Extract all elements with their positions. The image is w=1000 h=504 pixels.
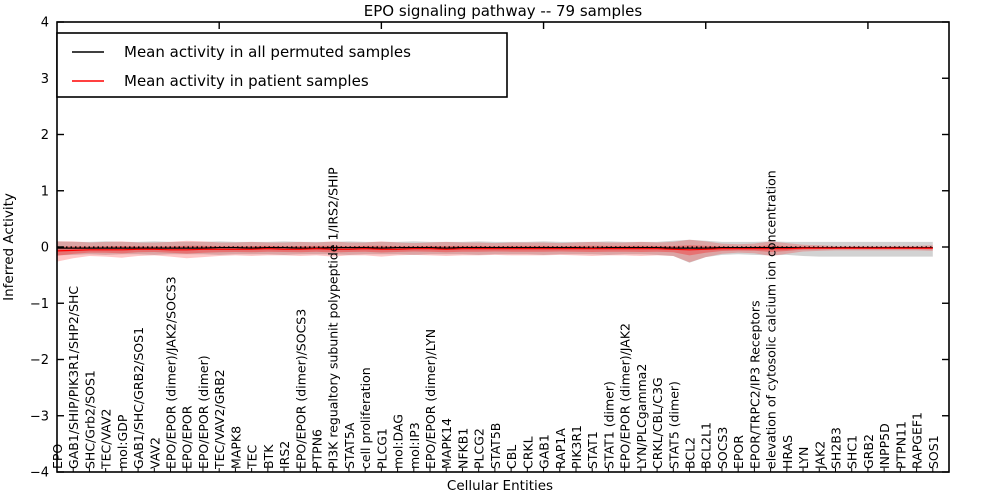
y-tick-label: −4 bbox=[30, 466, 49, 481]
y-tick-label: −2 bbox=[30, 353, 49, 368]
x-entity-label: LYN bbox=[796, 447, 811, 469]
y-tick-label: 3 bbox=[41, 72, 49, 87]
x-entity-label: PLCG2 bbox=[472, 428, 487, 469]
y-tick-label: −3 bbox=[30, 409, 49, 424]
x-entity-label: GRB2 bbox=[861, 434, 876, 469]
y-tick-label: 1 bbox=[41, 184, 49, 199]
x-entity-label: BCL2 bbox=[683, 437, 698, 469]
y-tick-label: 4 bbox=[41, 16, 49, 31]
x-axis-title: Cellular Entities bbox=[447, 478, 553, 494]
x-entity-label: PTPN6 bbox=[310, 429, 325, 469]
x-entity-label: BCL2L1 bbox=[699, 422, 714, 469]
x-entity-label: elevation of cytosolic calcium ion conce… bbox=[764, 170, 779, 469]
x-entity-label: LYN/PLCgamma2 bbox=[634, 364, 649, 469]
x-entity-label: BTK bbox=[261, 444, 276, 469]
x-axis-ticks bbox=[56, 22, 934, 472]
x-entity-label: GAB1 bbox=[537, 434, 552, 469]
x-entity-label: GAB1/SHC/GRB2/SOS1 bbox=[131, 327, 146, 469]
x-entity-label: EPO bbox=[50, 444, 65, 469]
y-axis-ticks: −4 −3 −2 −1 0 1 2 3 4 bbox=[30, 16, 949, 481]
x-entity-label: SOS1 bbox=[926, 435, 941, 469]
x-entity-label: PLCG1 bbox=[374, 428, 389, 469]
x-entity-label: VAV2 bbox=[147, 437, 162, 469]
x-entity-label: EPOR/TRPC2/IP3 Receptors bbox=[747, 300, 762, 469]
x-entity-label: EPO/EPOR (dimer) bbox=[196, 355, 211, 469]
x-entity-label: mol:DAG bbox=[391, 414, 406, 469]
x-entity-label: TEC/VAV2 bbox=[99, 409, 114, 470]
x-entity-label: IRS2 bbox=[277, 441, 292, 469]
x-entity-label: PI3K regualtory subunit polypeptide 1/IR… bbox=[326, 167, 341, 469]
x-axis-entity-labels: EPO GAB1/SHIP/PIK3R1/SHP2/SHC SHC/Grb2/SOS… bbox=[50, 167, 941, 470]
x-entity-label: GAB1/SHIP/PIK3R1/SHP2/SHC bbox=[66, 286, 81, 469]
y-tick-label: 2 bbox=[41, 128, 49, 143]
permuted-samples-band-fill bbox=[57, 239, 933, 263]
x-entity-label: SH2B3 bbox=[829, 427, 844, 469]
x-entity-label: EPO/EPOR (dimer)/JAK2 bbox=[618, 323, 633, 469]
patient-samples-band-fill bbox=[57, 239, 933, 263]
x-entity-label: RAPGEF1 bbox=[910, 412, 925, 469]
x-entity-label: STAT1 bbox=[585, 431, 600, 469]
x-entity-label: NFKB1 bbox=[456, 428, 471, 469]
y-tick-label: 0 bbox=[41, 241, 49, 256]
x-entity-label: EPOR bbox=[731, 435, 746, 469]
x-entity-label: STAT5 (dimer) bbox=[666, 381, 681, 469]
legend: Mean activity in all permuted samples Me… bbox=[56, 32, 508, 98]
x-entity-label: PIK3R1 bbox=[569, 425, 584, 469]
x-entity-label: MAPK8 bbox=[228, 426, 243, 469]
x-entity-label: mol:GDP bbox=[115, 414, 130, 469]
legend-box bbox=[56, 32, 508, 98]
legend-label-permuted: Mean activity in all permuted samples bbox=[124, 43, 411, 61]
x-entity-label: SHC1 bbox=[845, 435, 860, 469]
x-entity-label: CRKL/CBL/C3G bbox=[650, 377, 665, 469]
x-entity-label: STAT1 (dimer) bbox=[601, 381, 616, 469]
x-entity-label: EPO/EPOR (dimer)/SOCS3 bbox=[293, 309, 308, 469]
confidence-bands bbox=[57, 239, 933, 263]
legend-label-patient: Mean activity in patient samples bbox=[124, 72, 369, 90]
y-axis-title: Inferred Activity bbox=[1, 193, 17, 301]
x-entity-label: JAK2 bbox=[812, 441, 827, 470]
chart-title: EPO signaling pathway -- 79 samples bbox=[364, 2, 643, 20]
x-entity-label: SOCS3 bbox=[715, 427, 730, 469]
x-entity-label: INPP5D bbox=[877, 423, 892, 469]
x-entity-label: HRAS bbox=[780, 435, 795, 469]
x-entity-label: TEC bbox=[245, 444, 260, 470]
x-entity-label: EPO/EPOR (dimer)/JAK2/SOCS3 bbox=[164, 276, 179, 469]
x-entity-label: RAP1A bbox=[553, 428, 568, 469]
x-entity-label: CRKL bbox=[520, 436, 535, 469]
x-entity-label: CBL bbox=[504, 445, 519, 469]
x-entity-label: MAPK14 bbox=[439, 418, 454, 469]
x-entity-label: mol:IP3 bbox=[407, 422, 422, 469]
x-entity-label: STAT5B bbox=[488, 423, 503, 469]
x-entity-label: EPO/EPOR (dimer)/LYN bbox=[423, 329, 438, 469]
patient-mean-line bbox=[56, 247, 933, 252]
x-entity-label: PTPN11 bbox=[893, 421, 908, 469]
x-entity-label: cell proliferation bbox=[358, 367, 373, 469]
x-entity-label: TEC/VAV2/GRB2 bbox=[212, 369, 227, 470]
y-tick-label: −1 bbox=[30, 297, 49, 312]
x-entity-label: STAT5A bbox=[342, 422, 357, 469]
x-entity-label: SHC/Grb2/SOS1 bbox=[82, 370, 97, 469]
x-entity-label: EPO/EPOR bbox=[180, 405, 195, 469]
